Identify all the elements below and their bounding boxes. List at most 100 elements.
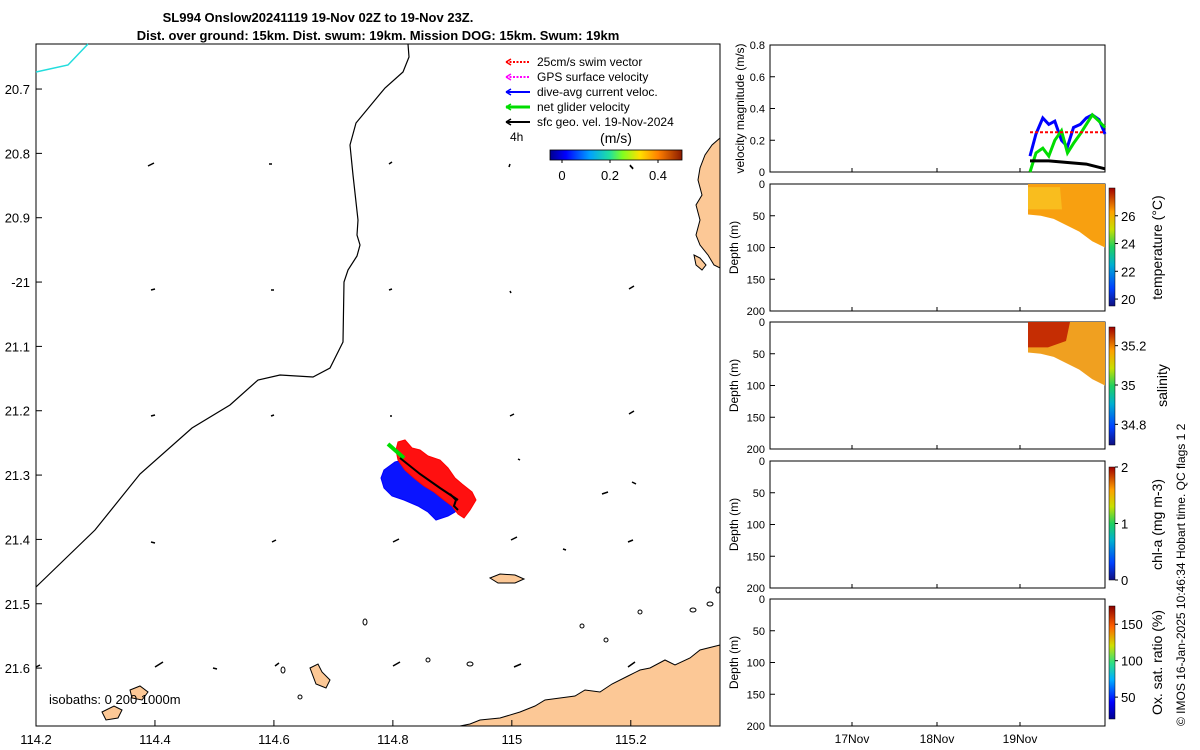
chla-frame: [769, 460, 1106, 589]
panel-ylabel: Depth (m): [727, 636, 741, 689]
panel-ytick-label: 200: [747, 721, 765, 733]
map-ytick-label: 20.9: [5, 211, 30, 226]
panel-ytick-label: 100: [747, 243, 765, 255]
panel-cb-tick-label: 150: [1121, 617, 1143, 632]
panel-ytick-label: 0: [759, 456, 765, 468]
legend-label: net glider velocity: [537, 100, 630, 114]
map-colorbar: [549, 149, 683, 161]
panel-ylabel: Depth (m): [727, 359, 741, 412]
panel-ylabel: velocity magnitude (m/s): [733, 43, 747, 173]
panel-ytick-label: 0: [759, 317, 765, 329]
panel-cb-tick-label: 22: [1121, 264, 1135, 279]
panel-cb-label: Ox. sat. ratio (%): [1149, 610, 1165, 715]
velocity-series-line: [1028, 112, 1107, 173]
panel-xtick-label: 18Nov: [920, 732, 955, 746]
land-small-islet-a: [693, 254, 707, 271]
credit-text: © IMOS 16-Jan-2025 10:46:34 Hobart time.…: [1174, 423, 1188, 726]
panel-ytick-label: 0.4: [750, 104, 765, 116]
panel-cb-tick-label: 1: [1121, 517, 1128, 532]
panel-ylabel: Depth (m): [727, 221, 741, 274]
panel-ytick-label: 200: [747, 583, 765, 595]
map-ytick-label: 20.8: [5, 146, 30, 161]
legend-label: GPS surface velocity: [537, 70, 648, 84]
chla-panel: 0 50 100 150 200 Depth (m) 0 1 2 chl-a (mg m-3): [727, 456, 1165, 595]
land-islet-d: [129, 685, 149, 701]
isobath-200m: [35, 43, 410, 588]
net-velocity-arrow: [386, 442, 406, 460]
map-ytick-label: 21.2: [5, 404, 30, 419]
panel-ytick-label: 150: [747, 551, 765, 563]
legend-arrowhead: [505, 73, 512, 81]
panel-cb-label: temperature (°C): [1149, 195, 1165, 299]
oxygen-panel: 0 50 100 150 200 Depth (m) 50 100 150 Ox. sat. ra…: [727, 594, 1165, 746]
salinity-colorbar: [1108, 326, 1116, 446]
land-islet-c: [309, 663, 331, 689]
map-ytick-label: 21.3: [5, 468, 30, 483]
land-coast-south: [459, 644, 721, 727]
panel-ytick-label: 0.6: [750, 72, 765, 84]
panel-ytick-label: 100: [747, 381, 765, 393]
profile-patch: [1028, 187, 1062, 210]
legend-label: dive-avg current veloc.: [537, 85, 658, 99]
track-line: [399, 457, 459, 501]
isobaths-label: isobaths: 0 200 1000m: [49, 692, 181, 707]
temperature-panel: 0 50 100 150 200 Depth (m) 20 22 24 26 temperature…: [727, 179, 1165, 318]
panel-cb-label: chl-a (mg m-3): [1149, 479, 1165, 570]
map-ytick-label: 21.1: [5, 339, 30, 354]
panel-cb-tick-label: 50: [1121, 690, 1135, 705]
map-xticks: 114.2 114.4 114.6 114.8 115 115.2: [20, 720, 647, 747]
salinity-panel: 0 50 100 150 200 Depth (m) 34.8 35 35.2 salinity: [727, 317, 1170, 456]
panel-cb-tick-label: 26: [1121, 209, 1135, 224]
panel-ytick-label: 100: [747, 520, 765, 532]
panel-cb-tick-label: 35.2: [1121, 339, 1146, 354]
map-ytick-label: 21.6: [5, 661, 30, 676]
map-panel: 114.2 114.4 114.6 114.8 115 115.2 20.720.820.…: [5, 43, 721, 747]
legend-arrowhead: [505, 118, 512, 126]
panel-cb-tick-label: 20: [1121, 292, 1135, 307]
isobath-0m: [35, 43, 89, 73]
map-xtick-label: 114.2: [20, 732, 52, 747]
legend-label: sfc geo. vel. 19-Nov-2024: [537, 115, 674, 129]
legend-arrowhead: [505, 58, 512, 66]
panel-ytick-label: 150: [747, 689, 765, 701]
map-cb-tick-label: 0.2: [601, 168, 619, 183]
map-ytick-label: 21.5: [5, 597, 30, 612]
panel-cb-tick-label: 0: [1121, 573, 1128, 588]
panel-ytick-label: 50: [753, 488, 765, 500]
temperature-colorbar: [1108, 187, 1116, 307]
map-frame: [35, 43, 721, 727]
panel-ytick-label: 100: [747, 658, 765, 670]
panel-ytick-label: 200: [747, 444, 765, 456]
oxygen-frame: [769, 598, 1106, 727]
panel-ytick-label: 0: [759, 167, 765, 179]
panel-ytick-label: 200: [747, 306, 765, 318]
map-ytick-label: -21: [11, 275, 30, 290]
panel-ytick-label: 0: [759, 594, 765, 606]
panel-cb-tick-label: 24: [1121, 237, 1135, 252]
legend-label: 25cm/s swim vector: [537, 55, 642, 69]
panel-ylabel: Depth (m): [727, 498, 741, 551]
panel-ytick-label: 0.8: [750, 40, 765, 52]
land-barrow-island: [695, 136, 721, 269]
legend-time-label: 4h: [510, 130, 523, 144]
legend-arrowhead: [505, 103, 512, 111]
map-xtick-label: 115: [501, 732, 522, 747]
panel-cb-label: salinity: [1154, 364, 1170, 407]
map-colorbar-label: (m/s): [600, 130, 632, 146]
panel-ytick-label: 0.2: [750, 135, 765, 147]
panel-xtick-label: 19Nov: [1003, 732, 1038, 746]
glider-track: [380, 439, 477, 521]
map-xtick-label: 114.6: [258, 732, 290, 747]
map-cb-tick-label: 0: [558, 168, 565, 183]
track-end-marker: [449, 493, 459, 511]
map-ytick-label: 21.4: [5, 532, 30, 547]
panel-cb-tick-label: 34.8: [1121, 417, 1146, 432]
map-xtick-label: 114.8: [377, 732, 409, 747]
panel-ytick-label: 50: [753, 626, 765, 638]
title-line-1: SL994 Onslow20241119 19-Nov 02Z to 19-No…: [163, 10, 474, 25]
chla-colorbar: [1108, 466, 1116, 581]
panel-cb-tick-label: 100: [1121, 654, 1143, 669]
map-xtick-label: 115.2: [615, 732, 647, 747]
